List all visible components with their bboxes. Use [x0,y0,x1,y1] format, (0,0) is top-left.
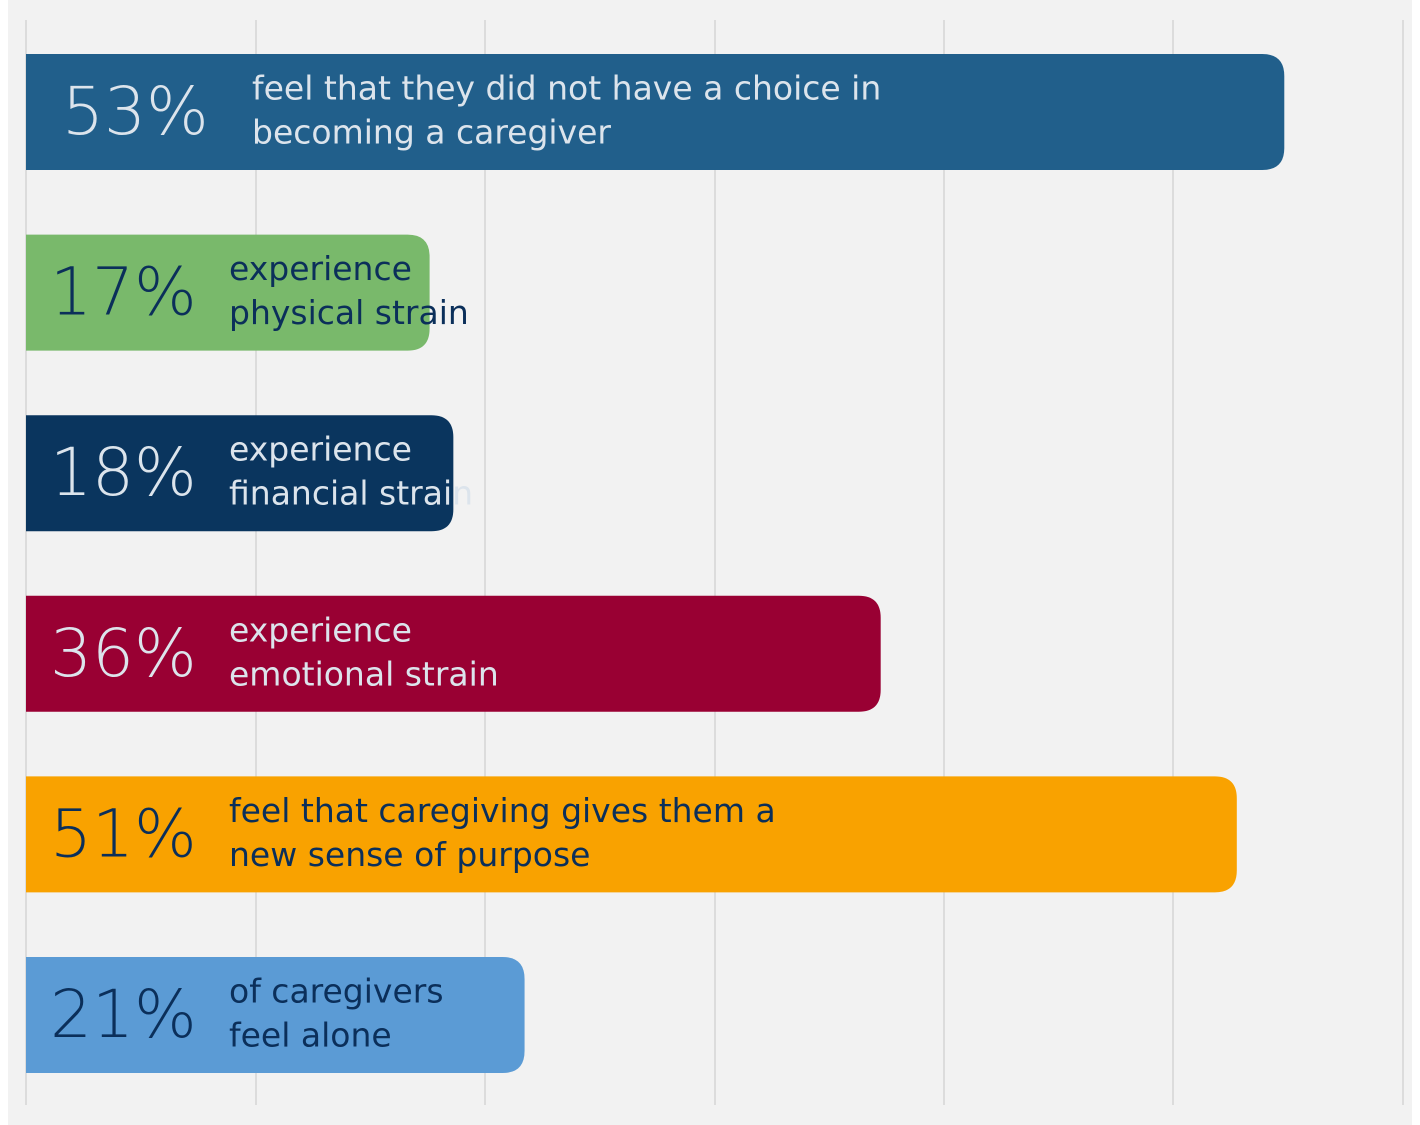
bar-description: becoming a caregiver [252,113,611,152]
bar [26,776,1237,893]
value-label: 51% [50,795,197,872]
bar-description: experience [229,249,412,288]
bar-description: experience [229,430,412,469]
bar-description: experience [229,610,412,649]
bar [26,415,454,532]
value-label: 36% [50,615,197,692]
bar-description: feel that they did not have a choice in [252,69,881,108]
bar-description: of caregivers [229,972,444,1011]
bar-description: physical strain [229,293,469,332]
bar-description: new sense of purpose [229,835,590,874]
bar-description: feel alone [229,1016,392,1055]
value-label: 53% [62,73,209,150]
value-label: 17% [50,254,197,331]
value-label: 18% [50,434,197,511]
value-label: 21% [50,976,197,1053]
bar-description: financial strain [229,474,473,513]
plot-background [8,0,1412,1125]
bar-description: emotional strain [229,654,499,693]
bar [26,595,881,712]
bar [26,957,525,1073]
bar [26,54,1285,170]
grid [25,20,1404,1105]
bar-description: feel that caregiving gives them a [229,791,776,830]
bar [26,234,430,351]
